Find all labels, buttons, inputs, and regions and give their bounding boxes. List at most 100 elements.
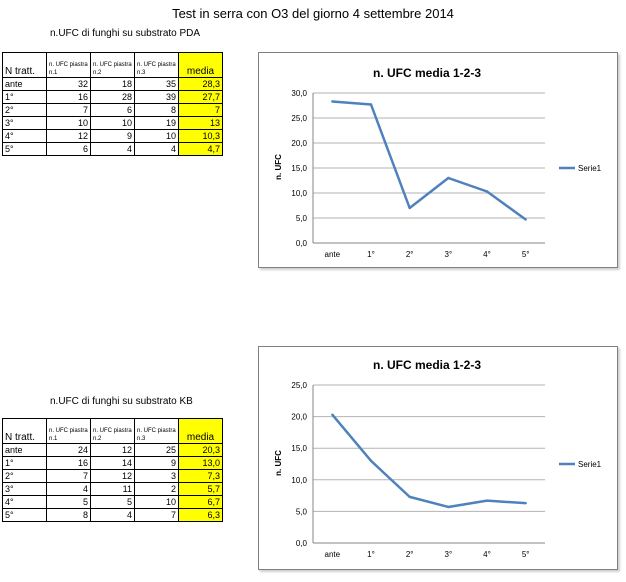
cell[interactable]: 1°	[2, 90, 47, 104]
table-row: 4° 5 5 10 6,7	[2, 495, 223, 509]
cell[interactable]: 8	[134, 103, 179, 117]
header-cell[interactable]: n. UFC piastra n.3	[134, 52, 179, 78]
y-tick-label: 25,0	[291, 381, 307, 390]
cell[interactable]: 5°	[2, 508, 47, 522]
cell[interactable]: 4	[90, 142, 135, 156]
cell[interactable]: 10	[46, 116, 91, 130]
cell[interactable]: 6	[90, 103, 135, 117]
cell[interactable]: 10	[134, 495, 179, 509]
data-point	[408, 495, 411, 499]
legend-label: Serie1	[578, 460, 602, 469]
header-cell[interactable]: n. UFC piastra n.1	[46, 52, 91, 78]
x-tick-label: 5°	[522, 250, 530, 259]
cell[interactable]: 28	[90, 90, 135, 104]
y-tick-label: 15,0	[291, 164, 307, 173]
cell[interactable]: 10	[90, 116, 135, 130]
table-row: 1° 16 28 39 27,7	[2, 90, 223, 104]
table-header-row: N tratt. n. UFC piastra n.1 n. UFC piast…	[2, 418, 223, 444]
cell[interactable]: 4	[90, 508, 135, 522]
legend-label: Serie1	[578, 164, 602, 173]
header-cell-media[interactable]: media	[178, 418, 223, 444]
cell-media[interactable]: 27,7	[178, 90, 223, 104]
table-row: 5° 6 4 4 4,7	[2, 142, 223, 156]
cell[interactable]: 12	[90, 443, 135, 457]
cell[interactable]: 3	[134, 469, 179, 483]
cell[interactable]: 7	[134, 508, 179, 522]
cell[interactable]: ante	[2, 77, 47, 91]
cell-media[interactable]: 10,3	[178, 129, 223, 143]
cell[interactable]: 12	[90, 469, 135, 483]
table-row: ante 32 18 35 28,3	[2, 77, 223, 91]
data-point	[447, 505, 450, 509]
chart-title: n. UFC media 1-2-3	[373, 358, 481, 372]
cell[interactable]: 16	[46, 90, 91, 104]
cell[interactable]: ante	[2, 443, 47, 457]
cell-media[interactable]: 7,3	[178, 469, 223, 483]
cell-media[interactable]: 13	[178, 116, 223, 130]
cell[interactable]: 19	[134, 116, 179, 130]
cell[interactable]: 2	[134, 482, 179, 496]
table-header-row: N tratt. n. UFC piastra n.1 n. UFC piast…	[2, 52, 223, 78]
cell[interactable]: 14	[90, 456, 135, 470]
cell[interactable]: 5°	[2, 142, 47, 156]
cell-media[interactable]: 7	[178, 103, 223, 117]
data-point	[331, 100, 334, 103]
cell[interactable]: 3°	[2, 116, 47, 130]
cell[interactable]: 6	[46, 142, 91, 156]
header-cell[interactable]: N tratt.	[2, 52, 47, 78]
cell[interactable]: 3°	[2, 482, 47, 496]
cell-media[interactable]: 6,3	[178, 508, 223, 522]
cell[interactable]: 9	[134, 456, 179, 470]
cell[interactable]: 4	[46, 482, 91, 496]
cell-media[interactable]: 28,3	[178, 77, 223, 91]
cell[interactable]: 12	[46, 129, 91, 143]
cell[interactable]: 2°	[2, 103, 47, 117]
data-point	[485, 190, 489, 193]
chart-title: n. UFC media 1-2-3	[373, 66, 481, 80]
header-cell[interactable]: n. UFC piastra n.3	[134, 418, 179, 444]
cell[interactable]: 32	[46, 77, 91, 91]
table-pda-subtitle: n.UFC di funghi su substrato PDA	[50, 28, 201, 39]
x-tick-label: ante	[325, 250, 341, 259]
cell[interactable]: 5	[46, 495, 91, 509]
cell[interactable]: 39	[134, 90, 179, 104]
cell[interactable]: 7	[46, 469, 91, 483]
y-tick-label: 25,0	[291, 114, 307, 123]
chart-pda[interactable]: n. UFC media 1-2-3 n. UFC 0,0 5,0 10,0 15,0…	[258, 52, 618, 268]
x-tick-label: 4°	[483, 550, 491, 559]
cell-media[interactable]: 13,0	[178, 456, 223, 470]
cell-media[interactable]: 6,7	[178, 495, 223, 509]
y-axis-label: n. UFC	[274, 450, 283, 476]
cell[interactable]: 18	[90, 77, 135, 91]
cell[interactable]: 35	[134, 77, 179, 91]
cell[interactable]: 4°	[2, 129, 47, 143]
header-cell[interactable]: n. UFC piastra n.2	[90, 52, 135, 78]
cell-media[interactable]: 20,3	[178, 443, 223, 457]
header-cell[interactable]: n. UFC piastra n.2	[90, 418, 135, 444]
cell-media[interactable]: 5,7	[178, 482, 223, 496]
cell[interactable]: 5	[90, 495, 135, 509]
cell[interactable]: 8	[46, 508, 91, 522]
cell[interactable]: 7	[46, 103, 91, 117]
cell[interactable]: 2°	[2, 469, 47, 483]
cell[interactable]: 24	[46, 443, 91, 457]
cell[interactable]: 4	[134, 142, 179, 156]
data-point	[524, 218, 527, 221]
header-cell-media[interactable]: media	[178, 52, 223, 78]
chart-pda-svg: n. UFC media 1-2-3 n. UFC 0,0 5,0 10,0 15,0…	[274, 66, 602, 259]
header-cell[interactable]: N tratt.	[2, 418, 47, 444]
cell[interactable]: 4°	[2, 495, 47, 509]
header-cell[interactable]: n. UFC piastra n.1	[46, 418, 91, 444]
cell[interactable]: 10	[134, 129, 179, 143]
cell[interactable]: 11	[90, 482, 135, 496]
cell-media[interactable]: 4,7	[178, 142, 223, 156]
data-point	[408, 206, 411, 210]
cell[interactable]: 16	[46, 456, 91, 470]
y-tick-label: 10,0	[291, 476, 307, 485]
x-tick-label: 1°	[367, 250, 375, 259]
y-tick-label: 30,0	[291, 89, 307, 98]
cell[interactable]: 9	[90, 129, 135, 143]
cell[interactable]: 1°	[2, 456, 47, 470]
cell[interactable]: 25	[134, 443, 179, 457]
chart-kb[interactable]: n. UFC media 1-2-3 n. UFC 0,0 5,0 10,0 15,0…	[258, 346, 618, 570]
